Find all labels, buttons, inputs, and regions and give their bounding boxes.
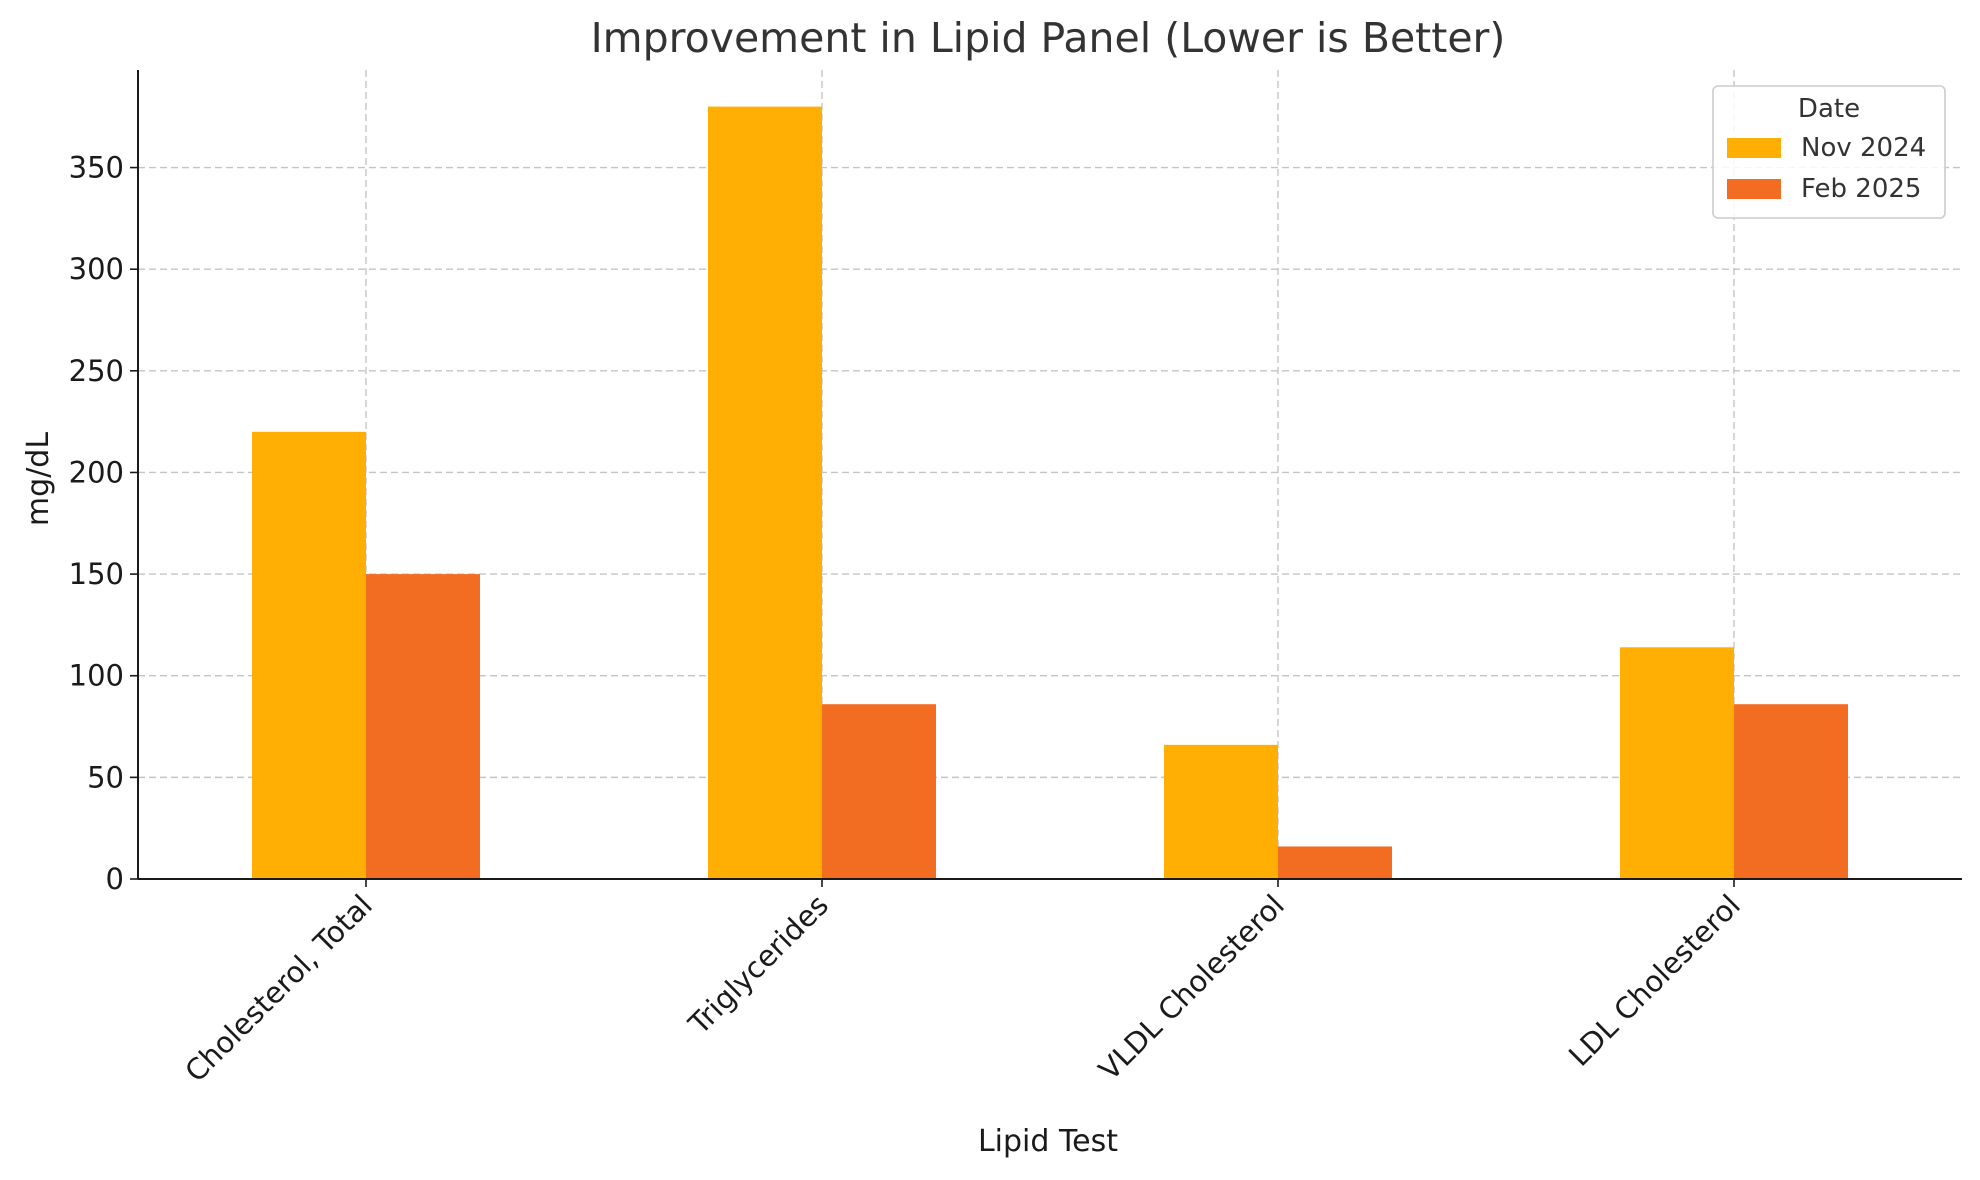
y-tick-label: 200 — [69, 455, 124, 489]
legend-title: Date — [1798, 94, 1860, 124]
x-tick-label: Triglycerides — [681, 888, 835, 1042]
y-tick-label: 250 — [69, 354, 124, 388]
bars — [252, 106, 1848, 879]
chart-title: Improvement in Lipid Panel (Lower is Bet… — [591, 14, 1506, 62]
y-tick-label: 350 — [69, 151, 124, 185]
axes — [137, 70, 1962, 880]
x-ticks: Cholesterol, Total Triglycerides VLDL Chol… — [178, 879, 1747, 1089]
x-tick-label: Cholesterol, Total — [178, 888, 379, 1089]
bar — [822, 704, 936, 879]
y-axis-label: mg/dL — [21, 432, 56, 526]
bar — [1620, 647, 1734, 879]
y-tick-label: 300 — [69, 252, 124, 286]
legend-label: Feb 2025 — [1801, 174, 1921, 204]
legend-swatch — [1727, 138, 1781, 158]
bar — [1734, 704, 1848, 879]
legend: Date Nov 2024 Feb 2025 — [1712, 85, 1946, 219]
legend-swatch — [1727, 179, 1781, 199]
x-tick-label: LDL Cholesterol — [1562, 888, 1747, 1073]
y-tick-label: 100 — [69, 659, 124, 693]
y-ticks: 0 50 100 150 200 250 300 350 — [69, 151, 138, 896]
y-tick-label: 0 — [106, 862, 124, 896]
bar — [1278, 846, 1392, 879]
bar — [366, 574, 480, 879]
bar — [252, 431, 366, 879]
y-tick-label: 50 — [87, 760, 124, 794]
y-tick-label: 150 — [69, 557, 124, 591]
bar — [708, 106, 822, 879]
legend-label: Nov 2024 — [1801, 133, 1926, 163]
x-axis-label: Lipid Test — [978, 1124, 1118, 1159]
legend-items: Nov 2024 Feb 2025 — [1727, 133, 1926, 204]
x-tick-label: VLDL Cholesterol — [1092, 888, 1291, 1087]
bar — [1164, 744, 1278, 879]
